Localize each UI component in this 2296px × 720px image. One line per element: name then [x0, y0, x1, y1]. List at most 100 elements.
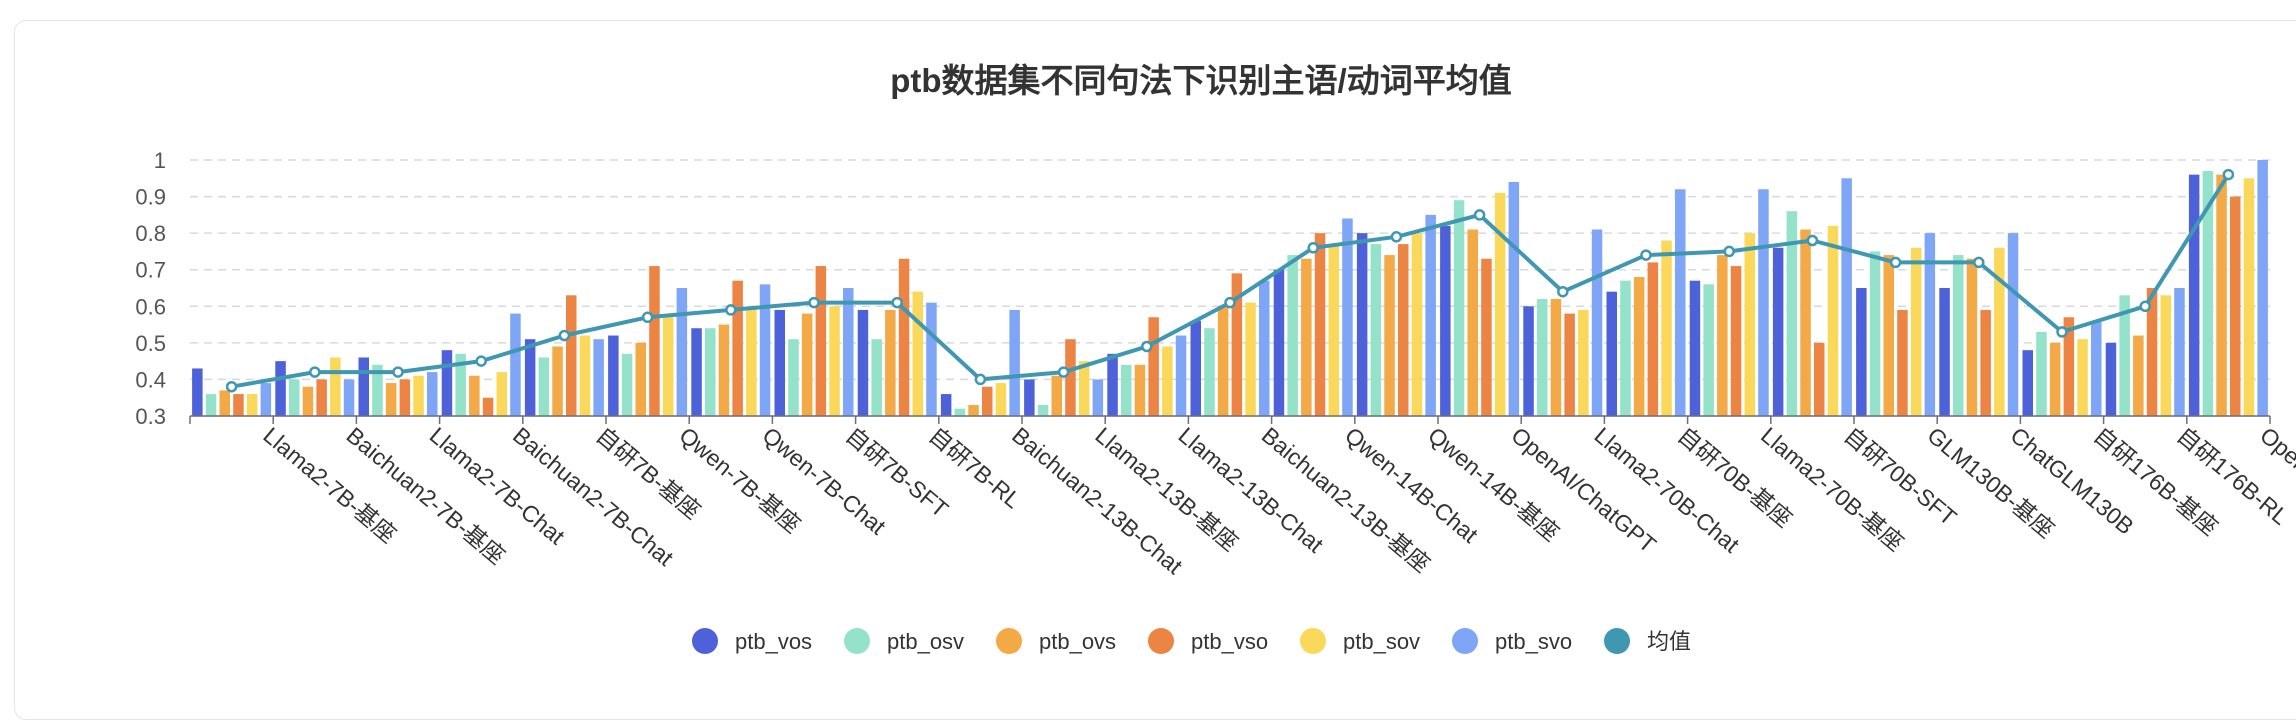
bar-ptb_ovs[interactable] [635, 342, 647, 416]
bar-ptb_svo[interactable] [1175, 335, 1187, 416]
legend-item-ptb_ovs[interactable]: ptb_ovs [996, 628, 1116, 654]
bar-ptb_vso[interactable] [1897, 309, 1908, 416]
bar-ptb_vos[interactable] [1772, 247, 1784, 416]
bar-ptb_vos[interactable] [358, 357, 370, 416]
bar-ptb_sov[interactable] [246, 394, 258, 416]
legend-item-ptb_vos[interactable]: ptb_vos [692, 628, 812, 654]
bar-ptb_svo[interactable] [2007, 233, 2019, 416]
bar-ptb_osv[interactable] [205, 394, 217, 416]
bar-ptb_sov[interactable] [912, 291, 924, 416]
bar-ptb_svo[interactable] [1841, 178, 1852, 416]
average-point[interactable] [1141, 340, 1153, 353]
bar-ptb_svo[interactable] [1259, 280, 1270, 416]
bar-ptb_ovs[interactable] [1717, 255, 1728, 416]
bar-ptb_sov[interactable] [746, 306, 757, 416]
legend-item-ptb_osv[interactable]: ptb_osv [844, 628, 964, 654]
bar-ptb_ovs[interactable] [1966, 258, 1978, 416]
bar-ptb_ovs[interactable] [469, 375, 480, 416]
bar-ptb_ovs[interactable] [385, 383, 397, 416]
average-point[interactable] [974, 373, 987, 386]
bar-ptb_svo[interactable] [510, 313, 521, 416]
bar-ptb_vos[interactable] [1856, 288, 1867, 416]
average-point[interactable] [1390, 231, 1403, 243]
bar-ptb_vso[interactable] [815, 266, 827, 416]
legend-item-ptb_svo[interactable]: ptb_svo [1452, 628, 1572, 654]
bar-ptb_ovs[interactable] [1467, 229, 1479, 416]
legend-item-ptb_sov[interactable]: ptb_sov [1300, 628, 1420, 654]
bar-ptb_sov[interactable] [1494, 192, 1506, 416]
bar-ptb_sov[interactable] [829, 306, 840, 416]
bar-ptb_vos[interactable] [1440, 225, 1451, 416]
average-point[interactable] [558, 329, 571, 342]
bar-ptb_svo[interactable] [2091, 320, 2102, 416]
bar-ptb_ovs[interactable] [1883, 255, 1895, 416]
bar-ptb_ovs[interactable] [1217, 306, 1229, 416]
bar-ptb_svo[interactable] [1009, 309, 1020, 416]
bar-ptb_vos[interactable] [1190, 320, 1202, 416]
average-point[interactable] [2056, 326, 2068, 338]
bar-ptb_ovs[interactable] [1633, 277, 1645, 416]
bar-ptb_vso[interactable] [566, 295, 577, 416]
bar-ptb_sov[interactable] [2160, 295, 2172, 416]
bar-ptb_osv[interactable] [705, 328, 716, 416]
bar-ptb_vso[interactable] [233, 394, 244, 416]
bar-ptb_ovs[interactable] [801, 313, 813, 416]
bar-ptb_osv[interactable] [954, 408, 966, 416]
bar-ptb_vos[interactable] [1273, 269, 1285, 416]
bar-ptb_svo[interactable] [2257, 160, 2268, 416]
bar-ptb_sov[interactable] [1994, 247, 2005, 416]
bar-ptb_vso[interactable] [316, 379, 327, 416]
bar-ptb_ovs[interactable] [219, 390, 231, 416]
bar-ptb_osv[interactable] [372, 364, 383, 416]
bar-ptb_osv[interactable] [1287, 255, 1298, 416]
average-point[interactable] [1889, 256, 1902, 269]
average-point[interactable] [2139, 300, 2151, 313]
bar-ptb_sov[interactable] [1411, 233, 1423, 416]
bar-ptb_vos[interactable] [275, 361, 286, 416]
bar-ptb_osv[interactable] [1953, 255, 1964, 416]
bar-ptb_vos[interactable] [2022, 350, 2034, 416]
average-point[interactable] [1473, 209, 1486, 221]
average-point[interactable] [1973, 256, 1985, 269]
average-point[interactable] [1557, 285, 1569, 298]
bar-ptb_svo[interactable] [1675, 189, 1686, 416]
bar-ptb_sov[interactable] [330, 357, 341, 416]
bar-ptb_vos[interactable] [2105, 342, 2117, 416]
average-point[interactable] [1806, 234, 1819, 247]
bar-ptb_svo[interactable] [593, 339, 604, 416]
bar-ptb_osv[interactable] [455, 353, 466, 416]
bar-ptb_ovs[interactable] [1134, 364, 1146, 416]
bar-ptb_vso[interactable] [399, 379, 411, 416]
bar-ptb_osv[interactable] [1121, 364, 1132, 416]
bar-ptb_vso[interactable] [1980, 309, 1991, 416]
bar-ptb_sov[interactable] [1328, 244, 1340, 416]
bar-ptb_vos[interactable] [857, 309, 869, 416]
bar-ptb_svo[interactable] [1758, 189, 1769, 416]
bar-ptb_sov[interactable] [1910, 247, 1922, 416]
bar-ptb_svo[interactable] [1591, 229, 1603, 416]
bar-ptb_svo[interactable] [759, 284, 771, 416]
bar-ptb_ovs[interactable] [552, 346, 563, 416]
bar-ptb_vso[interactable] [649, 266, 660, 416]
bar-ptb_vso[interactable] [982, 386, 993, 416]
bar-ptb_osv[interactable] [1537, 298, 1548, 416]
bar-ptb_vso[interactable] [2230, 196, 2241, 416]
bar-ptb_svo[interactable] [343, 379, 355, 416]
bar-ptb_ovs[interactable] [1384, 255, 1395, 416]
average-point[interactable] [2222, 168, 2235, 181]
legend-item-ptb_vso[interactable]: ptb_vso [1148, 628, 1268, 654]
bar-ptb_sov[interactable] [413, 375, 424, 416]
bar-ptb_vso[interactable] [1647, 262, 1659, 416]
bar-ptb_sov[interactable] [579, 335, 591, 416]
bar-ptb_sov[interactable] [496, 372, 508, 416]
average-point[interactable] [725, 304, 737, 316]
bar-ptb_vso[interactable] [482, 397, 494, 416]
bar-ptb_vso[interactable] [1730, 266, 1742, 416]
bar-ptb_svo[interactable] [843, 288, 854, 416]
bar-ptb_vso[interactable] [1398, 244, 1409, 416]
bar-ptb_vos[interactable] [940, 394, 952, 416]
bar-ptb_ovs[interactable] [968, 405, 979, 416]
bar-ptb_vso[interactable] [1314, 233, 1326, 416]
bar-ptb_ovs[interactable] [2133, 335, 2144, 416]
average-point[interactable] [1307, 242, 1319, 254]
